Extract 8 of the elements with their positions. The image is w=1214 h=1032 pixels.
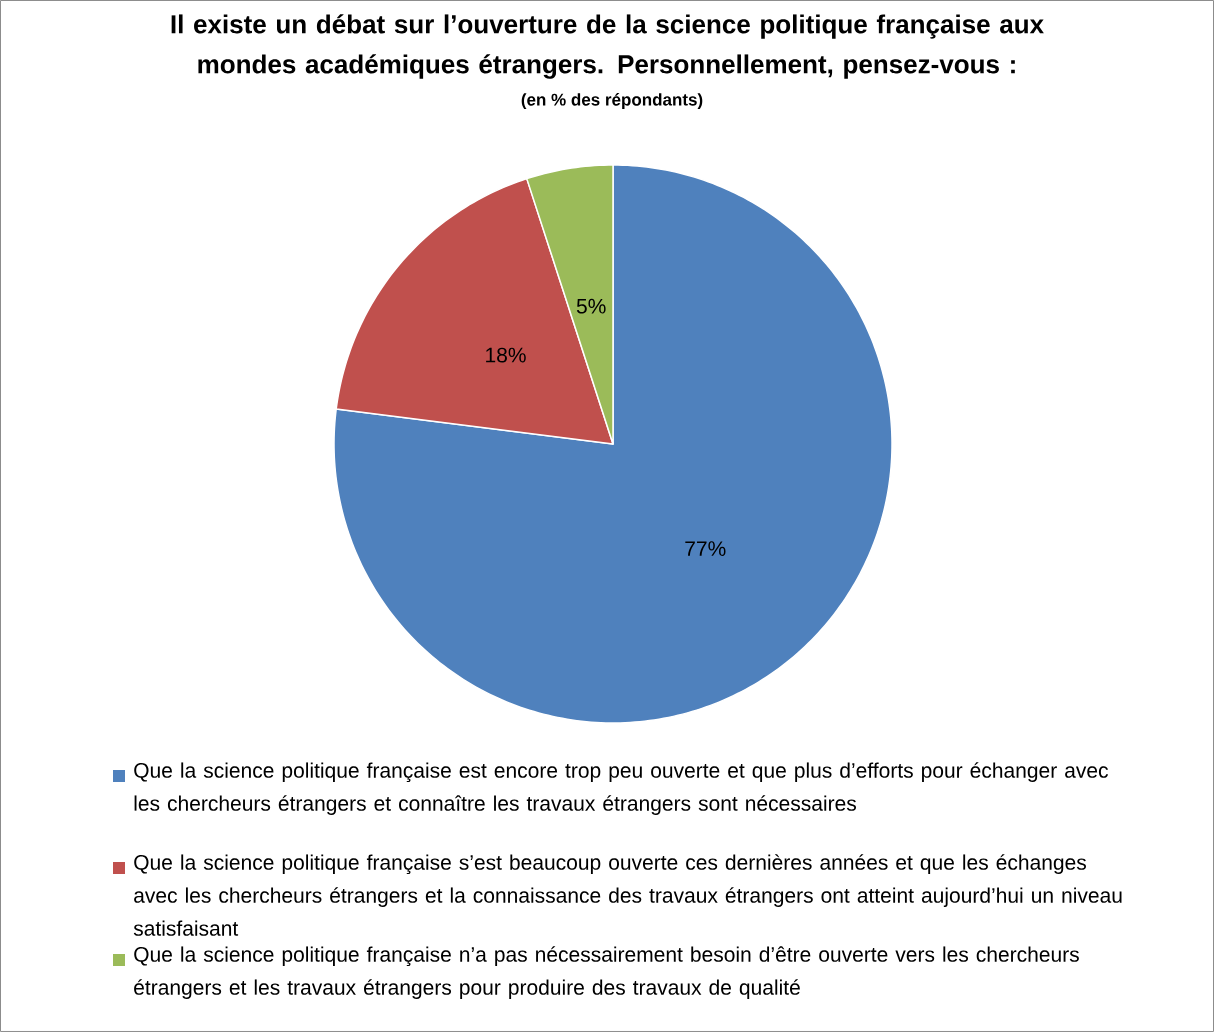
data-label: 77% <box>685 541 726 556</box>
chart-subtitle: (en % des répondants) <box>521 92 703 109</box>
data-label: 5% <box>576 298 606 314</box>
chart-title: Il existe un débat sur l’ouverture de la science politique française aux mondes académiques étrangers. Personnellement, pensez-vous : <box>171 14 1044 79</box>
data-label: 18% <box>486 347 526 363</box>
legend-label: Que la science politique française est encore trop peu ouverte et que plus d’efforts pour échanger avec les chercheurs étrangers et connaître les travaux étrangers sont nécessaires <box>134 762 1108 816</box>
legend-label: Que la science politique française s’est beaucoup ouverte ces dernières années et que les échanges avec les chercheurs étrangers et la connaissance des travaux étrangers ont atteint aujourd’hui un niveau satisfaisant <box>133 854 1122 936</box>
legend-label: Que la science politique française n’a pas nécessairement besoin d’être ouverte vers les chercheurs étrangers et les travaux étrangers pour produire des travaux de qualité <box>134 946 1079 1000</box>
